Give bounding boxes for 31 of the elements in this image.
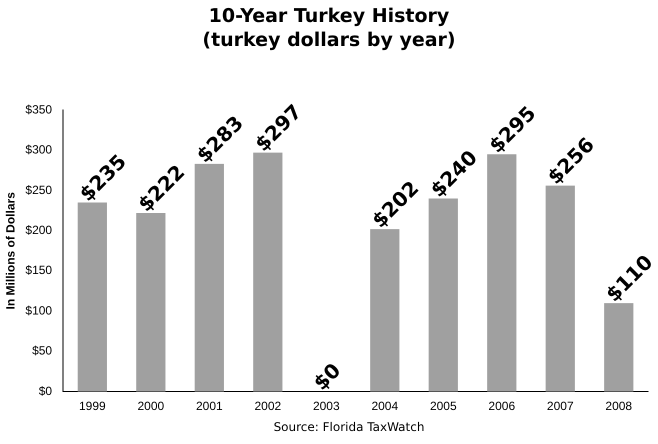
- x-tick-label: 2001: [196, 399, 223, 414]
- y-tick-label: $350: [25, 102, 52, 116]
- data-label: $0: [308, 358, 346, 395]
- x-tick-label: 2000: [137, 399, 164, 414]
- x-tick-label: 2008: [605, 399, 632, 414]
- bar: [253, 152, 282, 392]
- bar: [194, 164, 224, 392]
- y-tick-label: $100: [25, 303, 52, 318]
- chart-title: 10-Year Turkey History (turkey dollars by year): [201, 4, 457, 52]
- y-tick-label: $200: [25, 223, 52, 237]
- x-tick-label: 2002: [254, 399, 282, 414]
- bar: [370, 229, 400, 392]
- x-tick-label: 2003: [312, 399, 340, 414]
- bar: [546, 186, 575, 392]
- x-tick-label: 2007: [546, 399, 574, 414]
- y-tick-label: $250: [25, 182, 52, 197]
- bar: [487, 154, 516, 392]
- y-tick-label: $150: [25, 263, 52, 278]
- x-tick-label: 2004: [371, 399, 398, 414]
- y-tick-label: $0: [38, 384, 52, 398]
- y-tick-label: $300: [25, 142, 52, 157]
- x-tick-label: 2006: [488, 399, 516, 414]
- bar: [604, 303, 634, 392]
- bar: [428, 198, 458, 392]
- bar: [78, 202, 107, 392]
- x-tick-label: 1999: [78, 399, 106, 414]
- source-note: Source: Florida TaxWatch: [272, 420, 426, 434]
- bar: [136, 212, 166, 392]
- x-tick-label: 2005: [430, 399, 457, 414]
- y-axis-title: In Millions of Dollars: [4, 192, 18, 310]
- y-tick-label: $50: [32, 344, 52, 358]
